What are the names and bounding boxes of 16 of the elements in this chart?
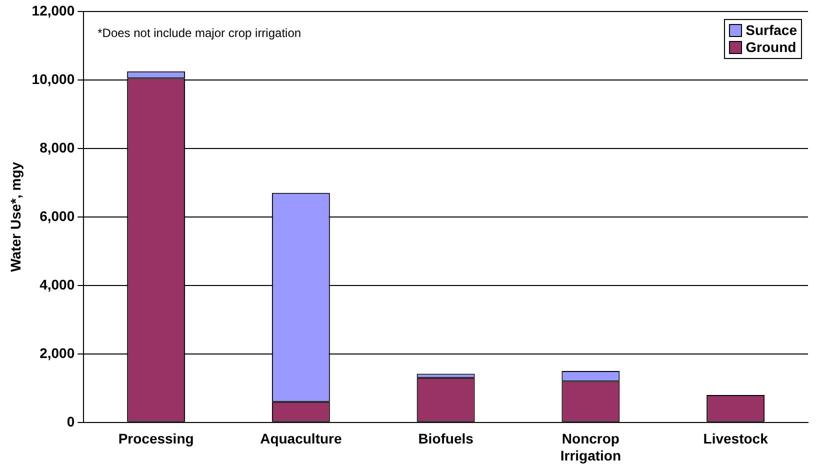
y-axis-title: Water Use*, mgy [7,162,24,272]
y-tick-label: 10,000 [32,70,75,87]
annotation: *Does not include major crop irrigation [98,26,302,40]
x-tick-label: Aquaculture [260,430,342,447]
x-tick-label: Noncrop Irrigation [560,430,622,464]
x-tick-label: Processing [118,430,194,447]
y-tick-label: 0 [66,413,75,430]
y-tick-label: 12,000 [32,2,75,18]
legend-label: Surface [746,22,797,40]
y-tick-label: 8,000 [40,139,75,156]
x-tick-label: Biofuels [418,430,474,447]
x-tick-label: Livestock [703,430,768,447]
y-tick-label: 6,000 [40,208,75,224]
y-tick-label: 4,000 [40,276,75,292]
y-tick-label: 2,000 [40,344,75,361]
legend-label: Ground [746,39,796,56]
